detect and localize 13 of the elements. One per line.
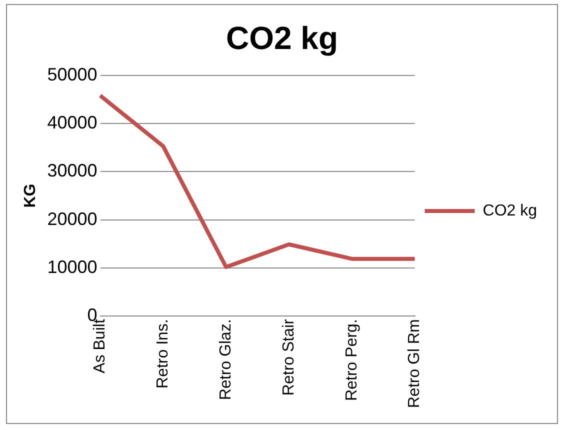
y-axis-title: KG [22,184,40,208]
y-tick-label: 10000 [47,256,98,277]
y-tick-label: 20000 [47,208,98,229]
x-tick-label: Retro Glaz. [217,319,234,400]
x-tick-label: Retro Ins. [154,319,172,388]
y-tick-label: 40000 [47,112,98,133]
x-tick-label: Retro Gl Rm [406,319,424,408]
chart-title: CO2 kg [226,20,338,56]
legend-label: CO2 kg [482,202,538,220]
x-tick-label: Retro Perg. [343,319,360,401]
y-tick-label: 50000 [47,64,98,84]
y-tick-label: 30000 [47,160,98,181]
x-tick-label: Retro Stair [280,318,298,396]
